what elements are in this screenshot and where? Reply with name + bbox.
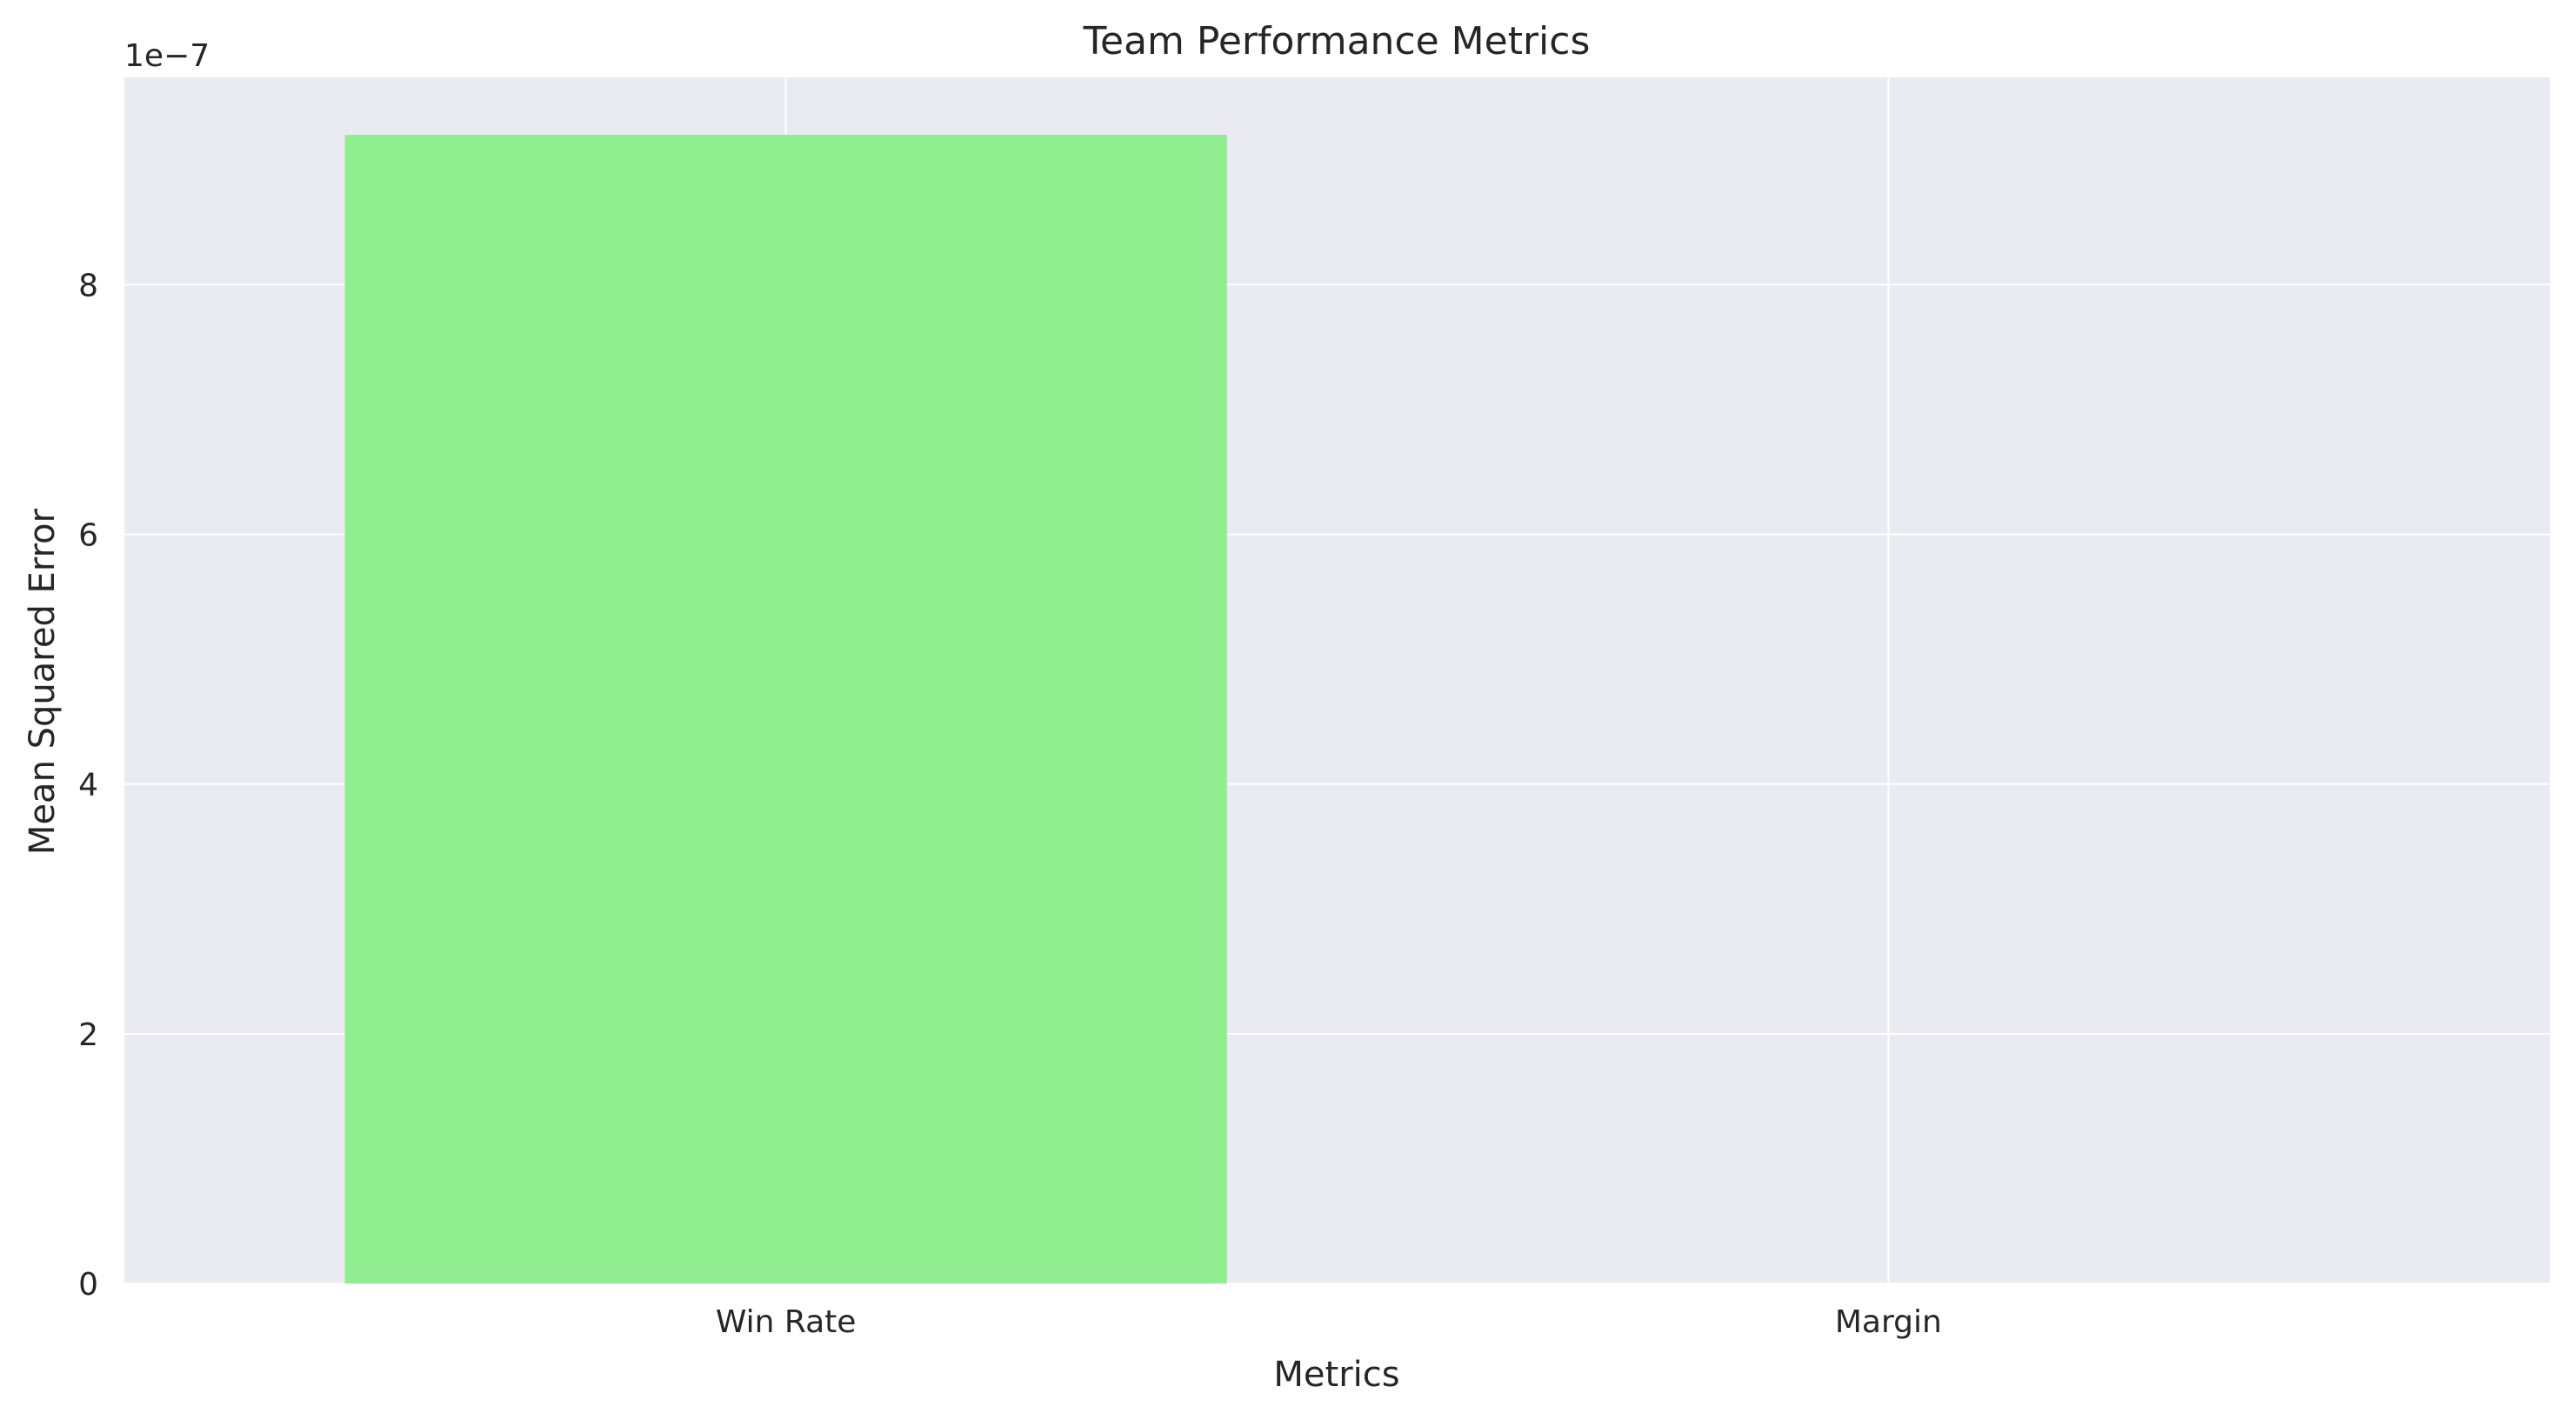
y-tick-label: 2 — [78, 1017, 98, 1053]
y-axis-label: Mean Squared Error — [23, 508, 63, 855]
x-tick-label: Win Rate — [716, 1304, 857, 1340]
y-axis-offset-text: 1e−7 — [124, 38, 210, 74]
y-tick-label: 4 — [78, 768, 98, 803]
y-tick-label: 6 — [78, 518, 98, 554]
bars — [344, 135, 1227, 1284]
x-axis-label: Metrics — [1273, 1355, 1399, 1395]
y-tick-label: 8 — [78, 268, 98, 303]
y-axis-ticks: 0 2 4 6 8 — [78, 268, 98, 1303]
bar-win-rate — [344, 135, 1227, 1284]
x-axis-ticks: Win Rate Margin — [716, 1304, 1942, 1340]
x-tick-label: Margin — [1835, 1304, 1942, 1340]
chart-title: Team Performance Metrics — [1083, 19, 1591, 63]
y-tick-label: 0 — [78, 1267, 98, 1303]
